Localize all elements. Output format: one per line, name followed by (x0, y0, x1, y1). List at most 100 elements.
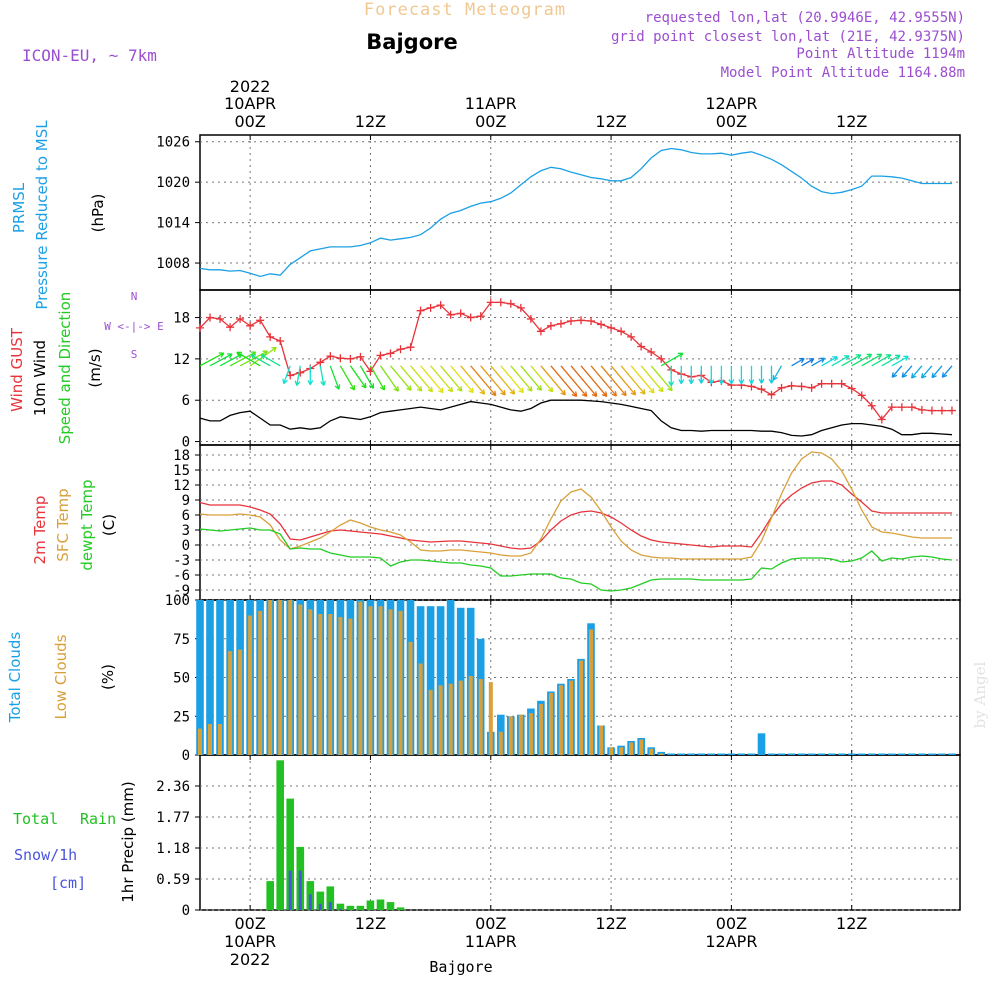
gust-marker (937, 406, 946, 415)
total-cloud-bar (787, 753, 796, 755)
low-cloud-bar (518, 714, 523, 755)
bottom-day-label: 10APR (224, 932, 276, 951)
gust-marker (526, 314, 535, 323)
bottom-hour-label: 12Z (836, 914, 867, 933)
low-cloud-bar (579, 660, 583, 755)
gust-marker (827, 379, 836, 388)
gust-marker (597, 320, 606, 329)
total-cloud-bar (827, 753, 836, 755)
wind-direction-arrow (910, 365, 923, 379)
low-cloud-bar (248, 615, 253, 755)
gust-marker (947, 406, 956, 415)
label-rain: Rain (80, 810, 116, 828)
label-10m-wind: 10m Wind (31, 340, 49, 416)
gust-marker (446, 310, 455, 319)
bottom-day-label: 12APR (705, 932, 757, 951)
header-model-altitude: Model Point Altitude 1164.88m (721, 65, 965, 81)
low-cloud-bar (388, 609, 393, 755)
compass-south: S (131, 348, 138, 361)
gust-marker (647, 348, 656, 356)
gust-marker (406, 343, 415, 352)
low-cloud-bar (609, 747, 614, 756)
low-cloud-bar (528, 713, 533, 755)
gust-marker (216, 314, 225, 323)
gust-marker (767, 390, 776, 399)
wind-direction-arrow (768, 365, 775, 384)
total-cloud-bar (757, 733, 766, 755)
panel-frame-pressure (199, 134, 961, 291)
wind-direction-arrow (294, 365, 301, 386)
wind-direction-arrow (610, 365, 637, 396)
label-speed-direction: Speed and Direction (56, 292, 74, 445)
rain-bar (356, 905, 365, 910)
label-hpa: (hPa) (89, 194, 107, 233)
total-cloud-bar (206, 600, 214, 755)
y-tick-label: 3 (182, 523, 190, 539)
y-tick-label: 1008 (156, 256, 190, 272)
wind-direction-arrow (660, 352, 684, 367)
gust-marker (577, 316, 586, 325)
panel-frame-wind (199, 289, 961, 446)
total-cloud-bar (837, 753, 846, 755)
gust-marker (296, 368, 305, 377)
gust-marker (346, 354, 355, 363)
top-day-label: 11APR (465, 94, 517, 113)
gust-marker (887, 403, 896, 412)
t2m-line (199, 480, 952, 550)
wind-direction-arrow (861, 353, 883, 367)
wind-direction-arrow (630, 365, 655, 394)
rain-bar (276, 760, 284, 910)
bottom-hour-label: 12Z (595, 914, 626, 933)
gust-marker (917, 405, 926, 414)
wind-direction-arrow (560, 365, 588, 398)
wind-direction-arrow (738, 365, 745, 385)
low-cloud-bar (438, 685, 443, 756)
panel-pressure: 1008 1014 1020 1026 (156, 134, 961, 291)
low-cloud-bar (198, 728, 202, 755)
total-cloud-bar (677, 753, 686, 755)
low-cloud-bar (458, 680, 463, 755)
gust-marker (617, 327, 626, 336)
header-model: ICON-EU, ~ 7km (22, 46, 157, 65)
rain-bar (336, 903, 345, 910)
wind-direction-arrow (831, 355, 850, 367)
wind-direction-arrow (530, 365, 554, 393)
low-cloud-bar (498, 731, 503, 756)
y-tick-label: 12 (173, 352, 190, 368)
total-cloud-bar (717, 753, 726, 755)
low-cloud-bar (538, 703, 543, 755)
top-hour-label: 12Z (836, 112, 867, 131)
gust-marker (657, 354, 666, 363)
gust-marker (426, 303, 435, 312)
wind-direction-arrow (871, 354, 892, 367)
wind-direction-arrow (440, 365, 463, 392)
low-cloud-bar (268, 600, 273, 755)
header-point-altitude: Point Altitude 1194m (796, 46, 965, 62)
y-tick-label: 18 (173, 448, 190, 464)
top-hour-label: 12Z (355, 112, 386, 131)
wind-direction-arrow (460, 365, 486, 395)
label-low-clouds: Low Clouds (52, 634, 70, 719)
bottom-hour-label: 00Z (716, 914, 747, 933)
gust-marker (847, 384, 856, 393)
label-precip: 1hr Precip (mm) (119, 781, 137, 902)
top-hour-label: 00Z (234, 112, 265, 131)
total-cloud-bar (707, 753, 716, 755)
wind-direction-arrow (620, 365, 646, 395)
wind-direction-arrow (250, 354, 271, 367)
wind-direction-arrow (570, 365, 598, 398)
y-tick-label: 6 (182, 508, 190, 524)
header-grid-point: grid point closest lon,lat (21E, 42.9375… (611, 29, 965, 45)
low-cloud-bar (258, 610, 263, 755)
wind-direction-arrow (640, 365, 664, 393)
y-tick-label: -6 (173, 568, 190, 584)
wind-direction-arrow (772, 365, 783, 381)
wind-direction-arrow (390, 365, 412, 391)
rain-bar (286, 798, 294, 910)
wind-direction-arrow (791, 357, 805, 367)
wind-direction-arrow (758, 365, 765, 384)
total-cloud-bar (216, 600, 224, 755)
total-cloud-bar (898, 753, 906, 755)
gust-marker (316, 358, 325, 367)
wind-direction-arrow (600, 365, 627, 397)
